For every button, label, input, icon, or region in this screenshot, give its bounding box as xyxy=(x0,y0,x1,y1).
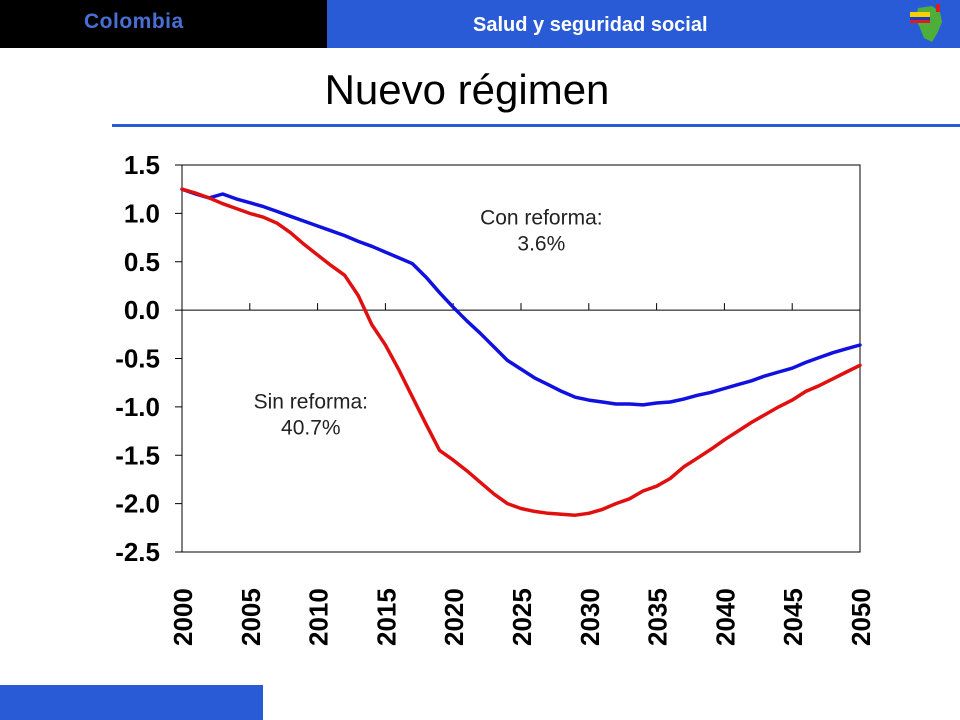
annotation-value: 40.7% xyxy=(281,417,341,440)
annotation-label: Con reforma: xyxy=(480,207,603,230)
footer-bar xyxy=(0,685,263,720)
y-tick-label: 1.0 xyxy=(124,198,160,228)
title-divider xyxy=(112,124,960,127)
x-tick-label: 2050 xyxy=(846,588,876,646)
x-tick-label: 2040 xyxy=(710,588,740,646)
y-tick-label: -0.5 xyxy=(115,344,160,374)
y-tick-label: 0.0 xyxy=(124,295,160,325)
x-tick-label: 2025 xyxy=(507,588,537,646)
y-tick-label: 1.5 xyxy=(124,150,160,180)
x-tick-label: 2005 xyxy=(236,588,266,646)
series-line-con-reforma xyxy=(180,187,862,407)
annotation-label: Sin reforma: xyxy=(254,391,368,414)
x-tick-label: 2015 xyxy=(371,588,401,646)
x-tick-label: 2045 xyxy=(778,588,808,646)
header-country-bar: Colombia xyxy=(0,0,327,48)
x-tick-label: 2030 xyxy=(575,588,605,646)
series-line-sin-reforma xyxy=(180,187,862,517)
x-tick-label: 2000 xyxy=(168,588,198,646)
y-tick-label: -2.0 xyxy=(115,489,160,519)
x-tick-label: 2010 xyxy=(304,588,334,646)
country-label: Colombia xyxy=(84,10,184,33)
page-title: Nuevo régimen xyxy=(324,66,610,113)
colombia-map-flag-icon xyxy=(910,4,950,44)
annotation-value: 3.6% xyxy=(517,233,565,256)
header-section-bar: Salud y seguridad social xyxy=(327,0,960,48)
x-tick-label: 2035 xyxy=(643,588,673,646)
y-tick-label: 0.5 xyxy=(124,247,160,277)
y-tick-label: -2.5 xyxy=(115,537,160,567)
y-tick-label: -1.0 xyxy=(115,392,160,422)
section-label: Salud y seguridad social xyxy=(473,14,708,36)
x-tick-label: 2020 xyxy=(439,588,469,646)
y-tick-label: -1.5 xyxy=(115,440,160,470)
